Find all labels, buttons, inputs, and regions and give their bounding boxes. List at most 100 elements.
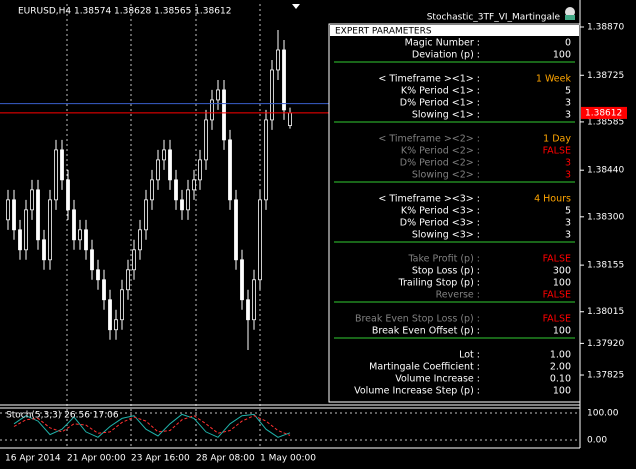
candle-body [48, 199, 52, 261]
shift-marker [292, 4, 300, 9]
candle-body [120, 289, 124, 321]
param-label: D% Period <3> : [400, 218, 480, 229]
param-label: Stop Loss (p) : [412, 266, 480, 277]
candle-body [282, 49, 286, 111]
y-tick-label: 1.38870 [587, 22, 624, 32]
candle-body [234, 199, 238, 261]
param-label: D% Period <1> : [400, 98, 480, 109]
param-label: Break Even Offset (p) : [372, 326, 480, 337]
candle-body [240, 259, 244, 301]
x-tick-label: 23 Apr 16:00 [131, 454, 190, 464]
y-tick-label: 1.38300 [587, 212, 624, 222]
param-label: < Timeframe ><3> : [378, 194, 480, 205]
candle-body [132, 249, 136, 271]
candle-body [270, 69, 274, 121]
param-value: 3 [565, 218, 571, 229]
param-label: Martingale Coefficient : [369, 362, 480, 373]
param-value: FALSE [543, 290, 571, 301]
x-tick-label: 16 Apr 2014 [5, 454, 61, 464]
param-label: Lot : [459, 350, 480, 361]
stoch-tick-label: 0.00 [587, 436, 607, 446]
param-value: 3 [565, 98, 571, 109]
candle-body [108, 299, 112, 331]
candle-body [12, 199, 16, 231]
y-tick-label: 1.38725 [587, 71, 624, 81]
candle-body [144, 199, 148, 231]
candle-body [96, 269, 100, 281]
param-value: 1 Day [543, 134, 571, 145]
parameters-panel [328, 23, 581, 403]
param-value: 2.00 [550, 362, 571, 373]
param-value: 5 [565, 206, 571, 217]
candle-body [84, 229, 88, 251]
param-label: Slowing <3> : [412, 230, 480, 241]
candle-body [156, 159, 160, 181]
candle-body [174, 179, 178, 201]
candle-body [192, 179, 196, 191]
candle-body [114, 319, 118, 331]
candle-body [288, 112, 292, 126]
candle-body [246, 299, 250, 321]
candle-body [264, 119, 268, 201]
param-label: D% Period <2> : [400, 158, 480, 169]
candle-body [126, 269, 130, 291]
candle-body [138, 229, 142, 251]
candle-body [66, 179, 70, 211]
param-label: Trailing Stop (p) : [398, 278, 480, 289]
param-label: < Timeframe ><1> : [378, 74, 480, 85]
param-label: Slowing <2> : [412, 170, 480, 181]
candle-body [18, 229, 22, 251]
param-value: 1.00 [550, 350, 571, 361]
param-value: 3 [565, 230, 571, 241]
param-value: 3 [565, 110, 571, 121]
param-value: 3 [565, 170, 571, 181]
param-label: Magic Number : [405, 38, 480, 49]
candle-body [258, 199, 262, 281]
chart-layer [0, 29, 580, 438]
candle-body [168, 149, 172, 181]
x-tick-label: 28 Apr 08:00 [196, 454, 255, 464]
panel-rows: Magic Number : 0 Deviation (p) : 100 < Timef… [334, 38, 575, 397]
candle-body [186, 189, 190, 211]
candle-body [78, 229, 82, 241]
param-value: 300 [553, 266, 571, 277]
candle-body [210, 99, 214, 121]
candle-body [180, 199, 184, 211]
param-value: 100 [553, 386, 571, 397]
y-tick-label: 1.38155 [587, 261, 624, 271]
candle-body [216, 89, 220, 101]
param-label: K% Period <1> : [401, 86, 480, 97]
expert-name: Stochastic_3TF_VI_Martingale [427, 13, 561, 23]
candle-body [102, 279, 106, 301]
param-label: K% Period <2> : [401, 146, 480, 157]
param-value: 4 Hours [534, 194, 571, 205]
stoch-label: Stoch(5,3,3) 26.56 17.06 [6, 411, 119, 421]
expert-icon [565, 7, 575, 20]
param-label: Take Profit (p) : [407, 254, 480, 265]
param-label: Break Even Stop Loss (p) : [355, 314, 480, 325]
param-label: Reverse : [436, 290, 480, 301]
candle-body [228, 139, 232, 201]
panel-title: EXPERT PARAMETERS [335, 27, 432, 37]
param-value: 100 [553, 326, 571, 337]
candle-body [54, 149, 58, 201]
y-tick-label: 1.38015 [587, 307, 624, 317]
param-label: K% Period <3> : [401, 206, 480, 217]
candle-body [150, 179, 154, 201]
candle-body [162, 149, 166, 161]
param-value: 5 [565, 86, 571, 97]
param-label: < Timeframe ><2> : [378, 134, 480, 145]
candle-body [222, 89, 226, 141]
panel-header [330, 25, 579, 36]
candle-body [42, 239, 46, 261]
candle-body [60, 149, 64, 181]
candle-body [24, 209, 28, 251]
y-tick-label: 1.38585 [587, 117, 624, 127]
symbol-header: EURUSD,H4 1.38574 1.38628 1.38565 1.3861… [18, 7, 231, 17]
param-value: FALSE [543, 254, 571, 265]
candle-body [6, 199, 10, 221]
x-tick-label: 21 Apr 00:00 [67, 454, 126, 464]
candle-body [30, 189, 34, 211]
